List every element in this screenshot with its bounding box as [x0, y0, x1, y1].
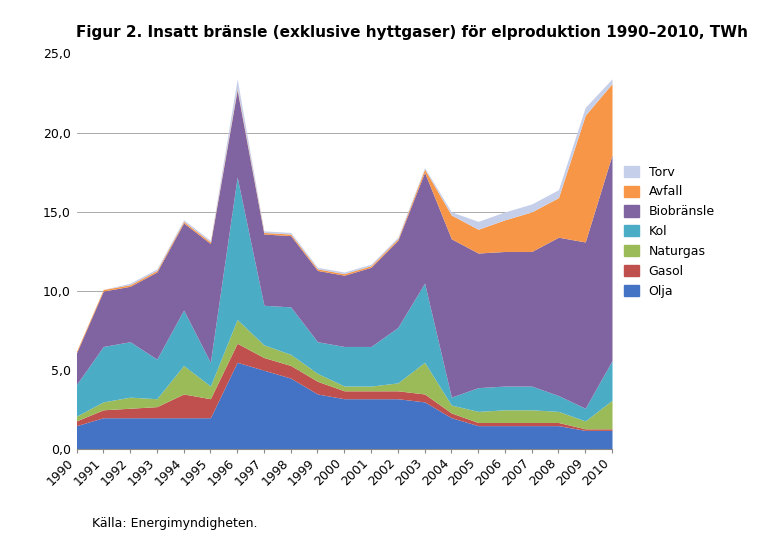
- Text: Figur 2. Insatt bränsle (exklusive hyttgaser) för elproduktion 1990–2010, TWh: Figur 2. Insatt bränsle (exklusive hyttg…: [76, 25, 748, 40]
- Text: Källa: Energimyndigheten.: Källa: Energimyndigheten.: [92, 517, 257, 530]
- Legend: Torv, Avfall, Biobränsle, Kol, Naturgas, Gasol, Olja: Torv, Avfall, Biobränsle, Kol, Naturgas,…: [623, 165, 715, 298]
